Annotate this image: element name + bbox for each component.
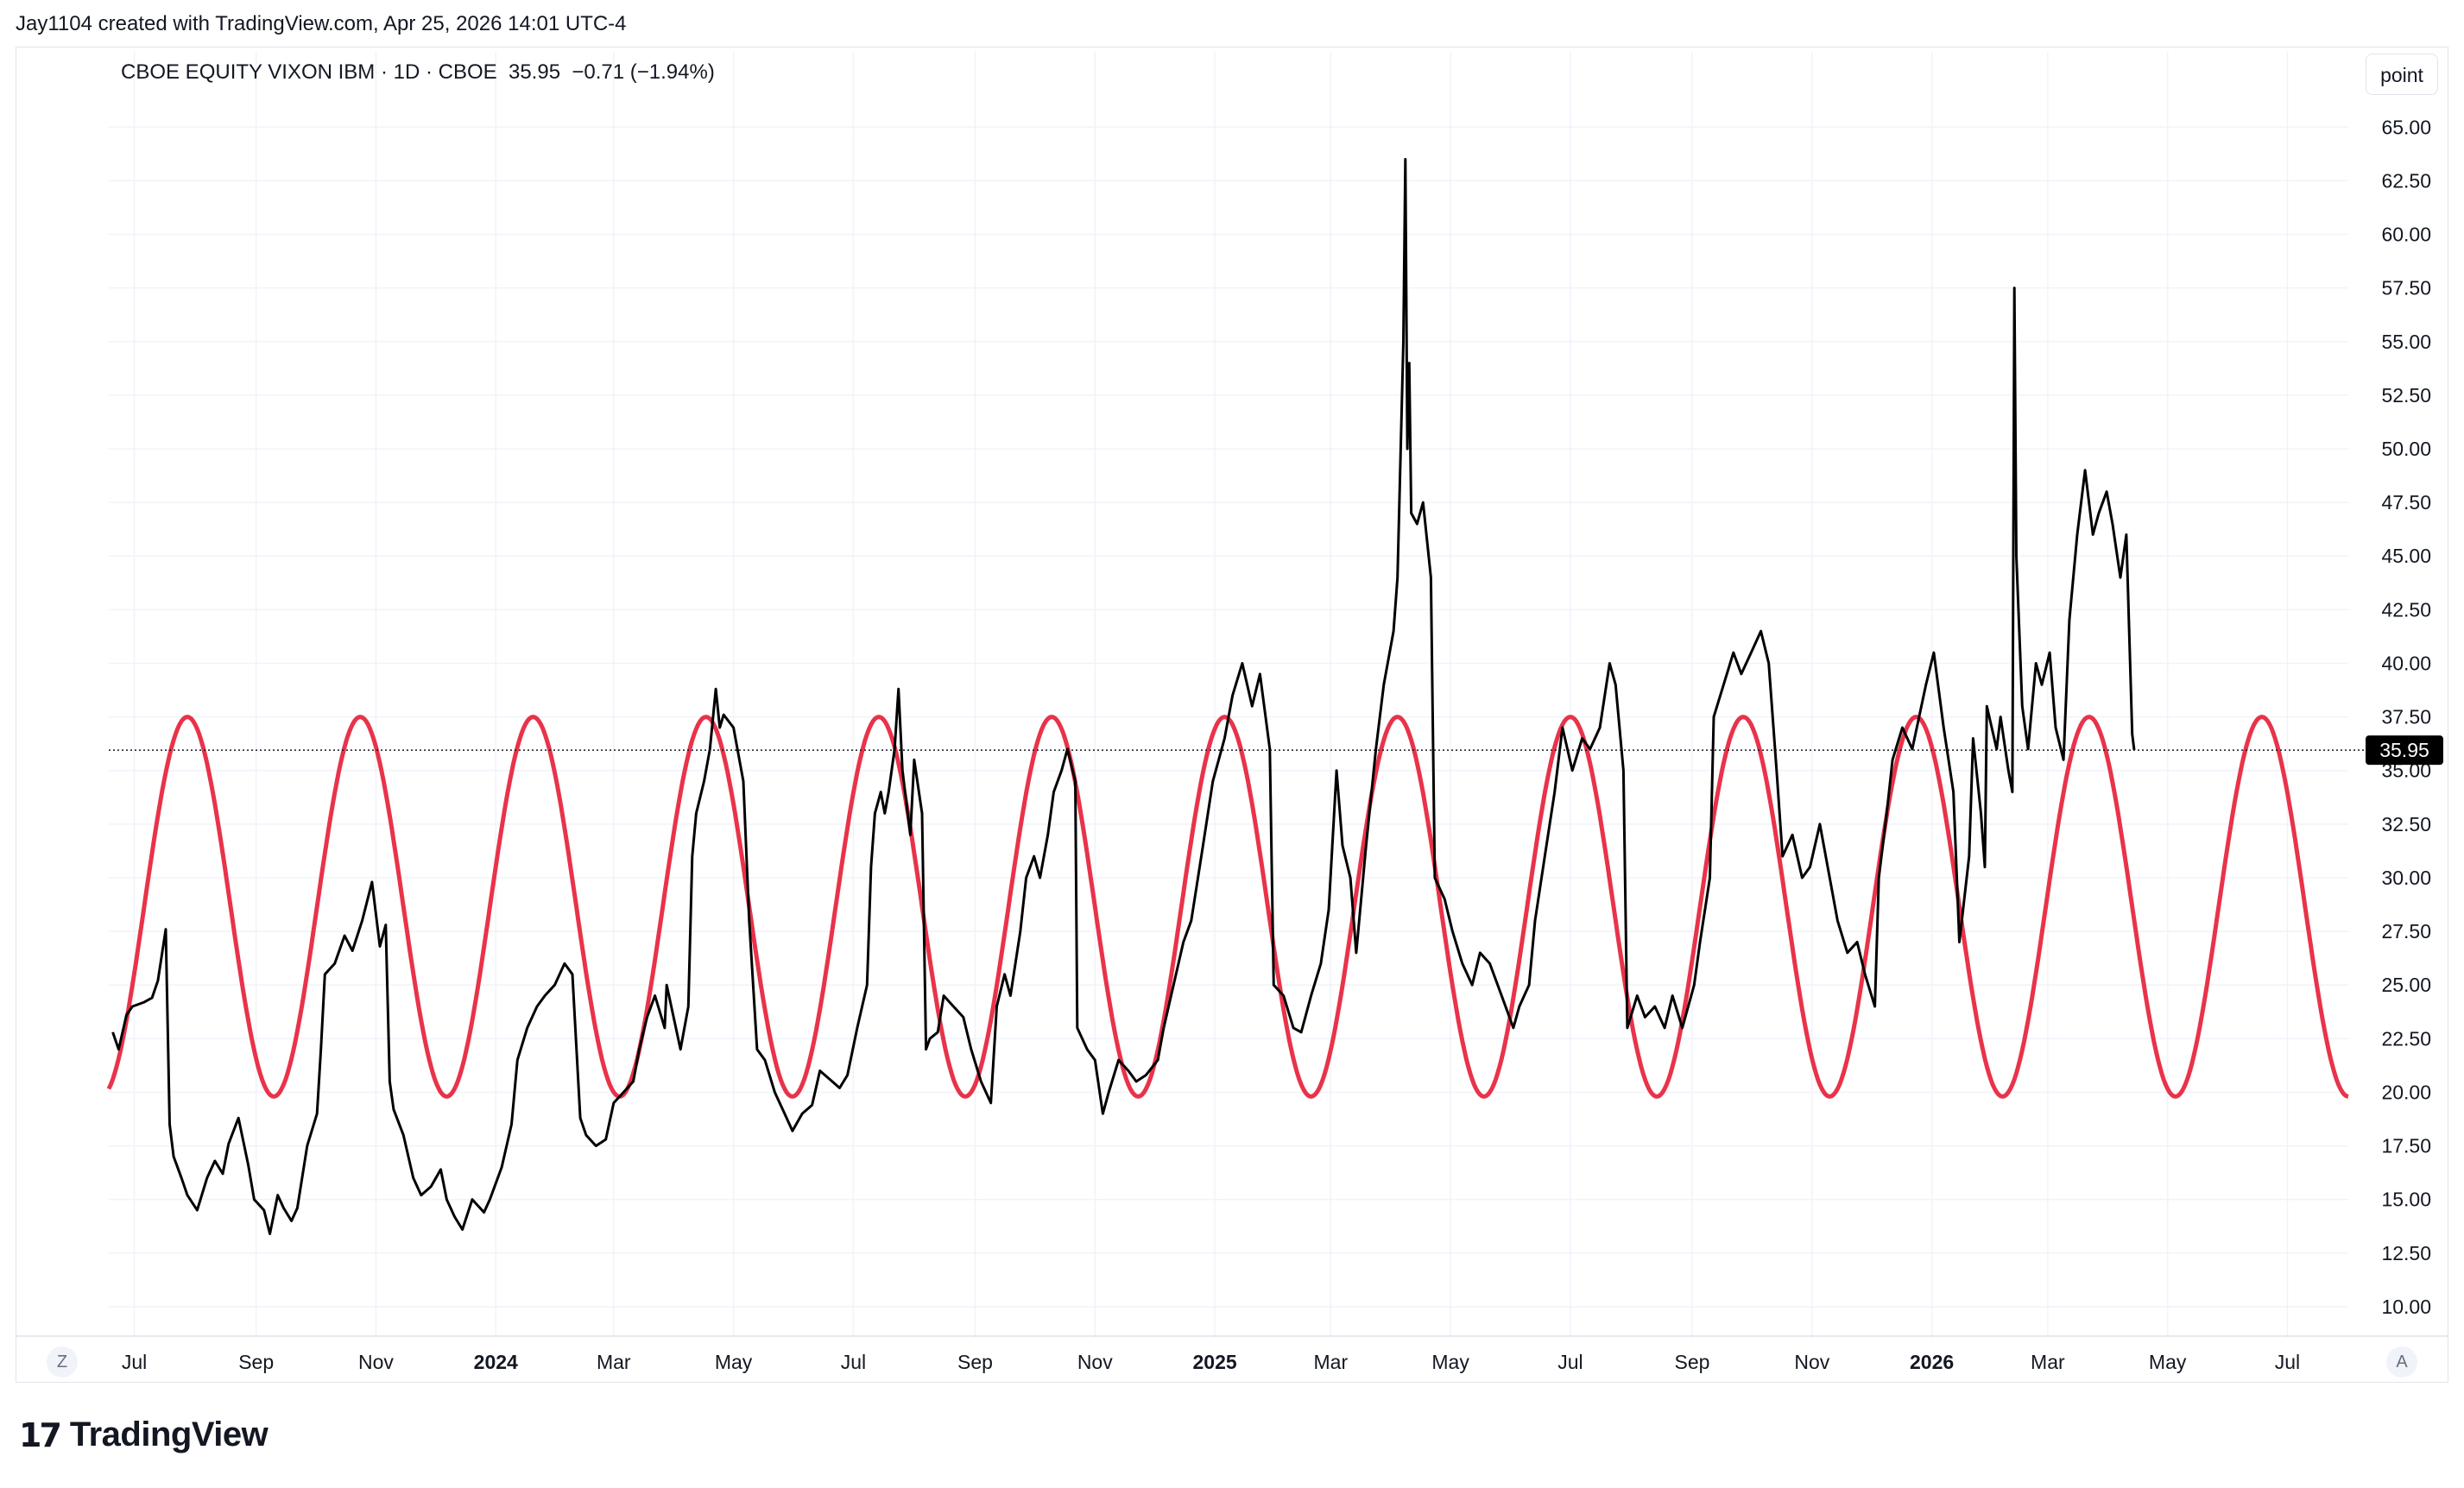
series-layer	[106, 158, 2364, 1235]
symbol-legend: CBOE EQUITY VIXON IBM · 1D · CBOE 35.95 …	[121, 60, 715, 85]
axis-layer: 65.00 62.50 60.00 57.50 55.00 52.50 50.00 47.50…	[16, 116, 2448, 1373]
tradingview-logo-icon: 17	[19, 1415, 62, 1454]
y-tick-label: 27.50	[2381, 920, 2431, 943]
y-tick-label: 12.50	[2381, 1242, 2431, 1264]
last-price-tag	[2366, 735, 2443, 766]
y-tick-label: 37.50	[2381, 706, 2431, 728]
x-tick-label: May	[715, 1351, 753, 1373]
last-price-tag-label: 35.95	[2379, 739, 2429, 761]
unit-button[interactable]: point	[2366, 54, 2438, 95]
y-tick-label: 50.00	[2381, 438, 2431, 460]
x-tick-label: 2025	[1192, 1351, 1236, 1373]
x-tick-label: May	[1431, 1351, 1469, 1373]
legend-symbol: CBOE EQUITY VIXON IBM · 1D · CBOE	[121, 60, 497, 84]
price-line	[111, 158, 2136, 1235]
legend-last-price: 35.95	[508, 60, 561, 84]
y-tick-label: 25.00	[2381, 974, 2431, 996]
grid-layer	[109, 52, 2348, 1338]
x-tick-label: 2026	[1910, 1351, 1954, 1373]
y-tick-label: 17.50	[2381, 1135, 2431, 1157]
x-tick-label: Sep	[238, 1351, 274, 1373]
x-tick-label: Nov	[358, 1351, 394, 1373]
x-tick-label: 2024	[474, 1351, 518, 1373]
y-tick-label: 42.50	[2381, 598, 2431, 621]
x-tick-label: May	[2149, 1351, 2187, 1373]
tradingview-logo: 17 TradingView	[19, 1415, 269, 1454]
y-tick-label: 65.00	[2381, 116, 2431, 138]
y-tick-label: 15.00	[2381, 1189, 2431, 1211]
x-tick-label: Jul	[841, 1351, 866, 1373]
x-tick-label: Jul	[122, 1351, 147, 1373]
y-tick-label: 45.00	[2381, 545, 2431, 567]
y-tick-label: 52.50	[2381, 384, 2431, 407]
x-tick-label: Jul	[2275, 1351, 2300, 1373]
y-tick-label: 32.50	[2381, 813, 2431, 835]
x-tick-label: Nov	[1077, 1351, 1113, 1373]
x-tick-label: Mar	[1314, 1351, 1349, 1373]
x-tick-label: Sep	[1675, 1351, 1710, 1373]
chart-credit: Jay1104 created with TradingView.com, Ap…	[16, 12, 627, 35]
y-tick-label: 20.00	[2381, 1081, 2431, 1103]
x-tick-label: Mar	[597, 1351, 631, 1373]
auto-scale-button[interactable]: A	[2386, 1346, 2417, 1378]
x-tick-label: Nov	[1794, 1351, 1829, 1373]
x-tick-label: Jul	[1557, 1351, 1583, 1373]
chart-frame	[16, 47, 2448, 1383]
y-tick-label: 10.00	[2381, 1296, 2431, 1318]
x-tick-label: Sep	[957, 1351, 993, 1373]
y-tick-label: 62.50	[2381, 169, 2431, 192]
tradingview-logo-text: TradingView	[69, 1415, 269, 1453]
y-tick-label: 55.00	[2381, 331, 2431, 353]
y-tick-label: 57.50	[2381, 277, 2431, 299]
y-tick-label: 47.50	[2381, 491, 2431, 514]
y-tick-label: 60.00	[2381, 224, 2431, 246]
legend-change: −0.71 (−1.94%)	[572, 60, 715, 84]
y-tick-label: 22.50	[2381, 1027, 2431, 1050]
y-tick-label: 40.00	[2381, 652, 2431, 674]
timezone-button[interactable]: Z	[47, 1346, 78, 1378]
y-tick-label: 30.00	[2381, 867, 2431, 889]
x-tick-label: Mar	[2031, 1351, 2065, 1373]
